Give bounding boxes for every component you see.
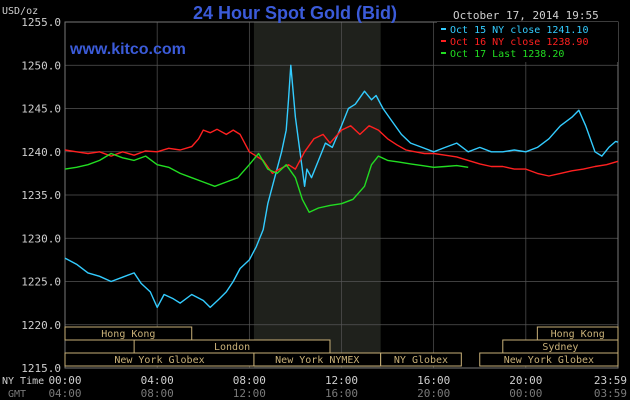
website-label[interactable]: www.kitco.com [69,41,186,58]
y-axis-ticks: 1255.0 1250.0 1245.0 1240.0 1235.0 1230.0 1225… [21,16,61,375]
plot-frame [64,21,619,369]
market-sessions: Hong Kong Hong Kong London Sydney New York G… [64,326,619,367]
x-tick-label-gmt: 16:00 [325,387,358,400]
x-tick-label-gmt: 12:00 [233,387,266,400]
x-tick-label-gmt: 00:00 [509,387,542,400]
y-tick-label: 1250.0 [21,59,61,72]
session-label: Hong Kong [551,329,605,340]
session-label: London [214,342,250,353]
x-tick-label-ny: 20:00 [509,374,542,387]
legend-background [437,22,618,62]
legend-entry: Oct 17 Last 1238.20 [450,49,564,60]
y-tick-label: 1255.0 [21,16,61,29]
series-line-2 [64,125,619,177]
x-tick-label-ny: 12:00 [325,374,358,387]
y-tick-label: 1225.0 [21,276,61,289]
session-label: Sydney [542,342,578,353]
y-tick-label: 1230.0 [21,232,61,245]
x-tick-label-ny: 04:00 [141,374,174,387]
x-tick-label-ny: 23:59 [594,374,627,387]
y-tick-label: 1245.0 [21,103,61,116]
legend-entry: Oct 15 NY close 1241.10 [450,25,588,36]
gmt-label: GMT [8,389,26,400]
series-line-3 [64,152,469,213]
y-tick-label: 1220.0 [21,319,61,332]
chart-title: 24 Hour Spot Gold (Bid) [193,3,397,23]
session-label: New York Globex [114,355,204,366]
y-tick-label: 1215.0 [21,362,61,375]
legend-entry: Oct 16 NY close 1238.90 [450,37,588,48]
session-label: New York Globex [504,355,594,366]
y-tick-label: 1235.0 [21,189,61,202]
session-label: Hong Kong [101,329,155,340]
session-label: New York NYMEX [275,355,359,366]
session-box [380,352,462,367]
timestamp-label: October 17, 2014 19:55 [453,9,599,22]
x-tick-label-ny: 16:00 [417,374,450,387]
x-tick-label-gmt: 03:59 [594,387,627,400]
x-axis-ticks: 00:0004:0004:0008:0008:0012:0012:0016:00… [48,374,627,400]
x-tick-label-ny: 00:00 [48,374,81,387]
x-tick-label-ny: 08:00 [233,374,266,387]
x-tick-label-gmt: 04:00 [48,387,81,400]
session-box [479,352,619,367]
y-axis-units: USD/oz [2,6,38,17]
ny-time-label: NY Time [2,376,44,387]
x-tick-label-gmt: 08:00 [141,387,174,400]
session-box [64,326,193,341]
price-series [64,64,619,309]
x-tick-label-gmt: 20:00 [417,387,450,400]
session-label: NY Globex [394,355,448,366]
y-tick-label: 1240.0 [21,146,61,159]
series-line-1 [64,64,619,309]
